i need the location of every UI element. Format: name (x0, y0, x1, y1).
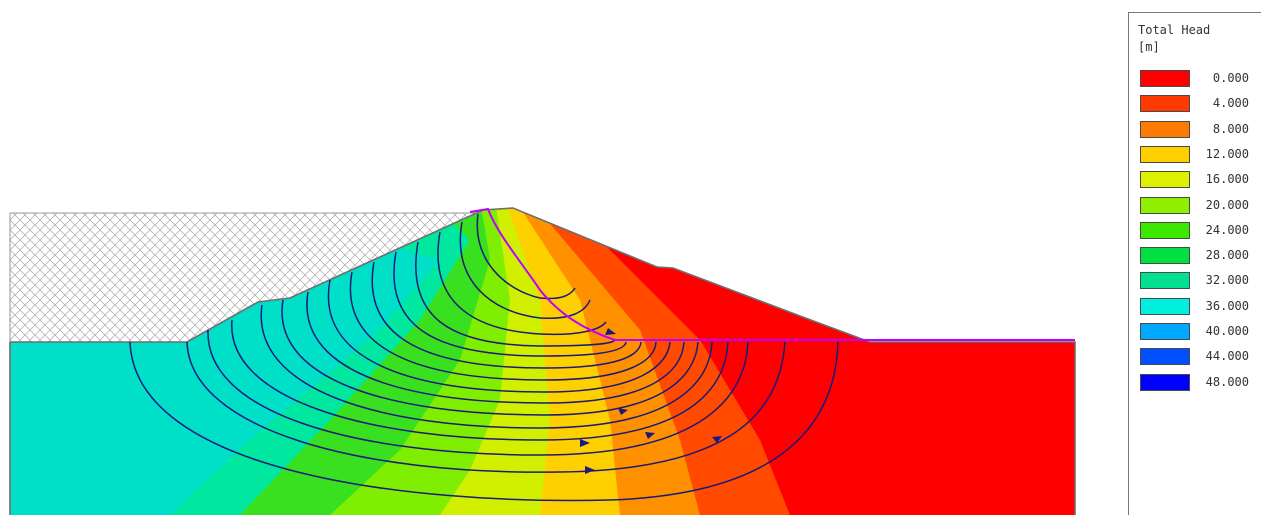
flow-arrow (645, 432, 655, 439)
flow-arrow (585, 466, 595, 474)
legend-swatch (1140, 145, 1190, 163)
flow-line (415, 241, 616, 347)
legend-label: 4.000 (1212, 96, 1249, 111)
flow-lines (129, 213, 839, 502)
flow-line (327, 279, 671, 393)
legend-label: 48.000 (1205, 374, 1249, 389)
flow-line (459, 221, 591, 320)
flow-line (231, 319, 729, 441)
legend-label: 36.000 (1205, 298, 1249, 313)
legend-label: 32.000 (1205, 273, 1249, 288)
flow-line (207, 329, 749, 456)
flow-arrow (618, 408, 628, 415)
flow-line (281, 299, 699, 416)
legend-label: 20.000 (1205, 197, 1249, 212)
flow-line (371, 261, 642, 369)
legend-swatch (1140, 120, 1190, 138)
legend-swatch (1140, 95, 1190, 113)
legend-title: Total Head (1138, 23, 1211, 37)
legend-label: 44.000 (1205, 349, 1249, 364)
model-boundary (9, 207, 1076, 515)
legend-label: 16.000 (1205, 172, 1249, 187)
legend-label: 12.000 (1205, 146, 1249, 161)
legend-label: 24.000 (1205, 222, 1249, 237)
legend-swatch (1140, 297, 1190, 315)
legend-label: 8.000 (1212, 121, 1249, 136)
phreatic-line (469, 207, 1075, 341)
legend-swatch (1140, 221, 1190, 239)
legend-label: 40.000 (1205, 324, 1249, 338)
flow-arrows (580, 328, 722, 474)
legend-swatch (1140, 373, 1190, 391)
flow-line (393, 251, 627, 357)
legend-swatch (1140, 348, 1190, 366)
flow-line (306, 291, 685, 404)
flow-line (476, 213, 576, 300)
legend-label: 0.000 (1212, 71, 1249, 85)
legend-swatch (1140, 247, 1190, 265)
legend-unit: [m] (1138, 40, 1160, 54)
legend-swatch (1140, 196, 1190, 214)
seepage-model-canvas (9, 207, 1076, 515)
legend-label: 28.000 (1205, 248, 1249, 263)
legend-swatch (1140, 70, 1190, 87)
flow-arrow (580, 439, 590, 447)
total-head-legend: Total Head [m] 0.000 4.000 8.000 12.000 16.0… (1128, 12, 1261, 515)
flow-line (186, 341, 786, 473)
legend-swatch (1140, 323, 1190, 340)
flow-arrow (605, 328, 616, 335)
flow-arrow (712, 436, 722, 443)
flow-line (260, 304, 713, 429)
flow-line (349, 271, 657, 381)
legend-swatch (1140, 272, 1190, 290)
legend-swatch (1140, 171, 1190, 189)
flow-line (129, 341, 839, 502)
